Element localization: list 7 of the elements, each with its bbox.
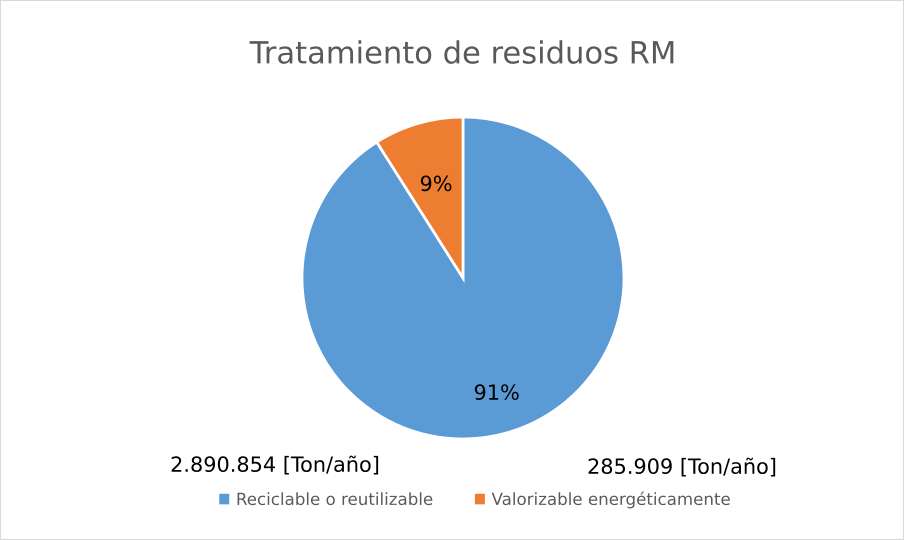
legend-label: Reciclable o reutilizable — [238, 492, 432, 506]
data-label: 9% — [420, 176, 452, 192]
chart-title: Tratamiento de residuos RM — [250, 40, 674, 64]
data-label: 91% — [474, 384, 519, 400]
text: 2.890.854 [Ton/año] — [172, 456, 378, 474]
legend-label: Valorizable energéticamente — [492, 492, 730, 508]
text: 285.909 [Ton/año] — [588, 458, 776, 476]
